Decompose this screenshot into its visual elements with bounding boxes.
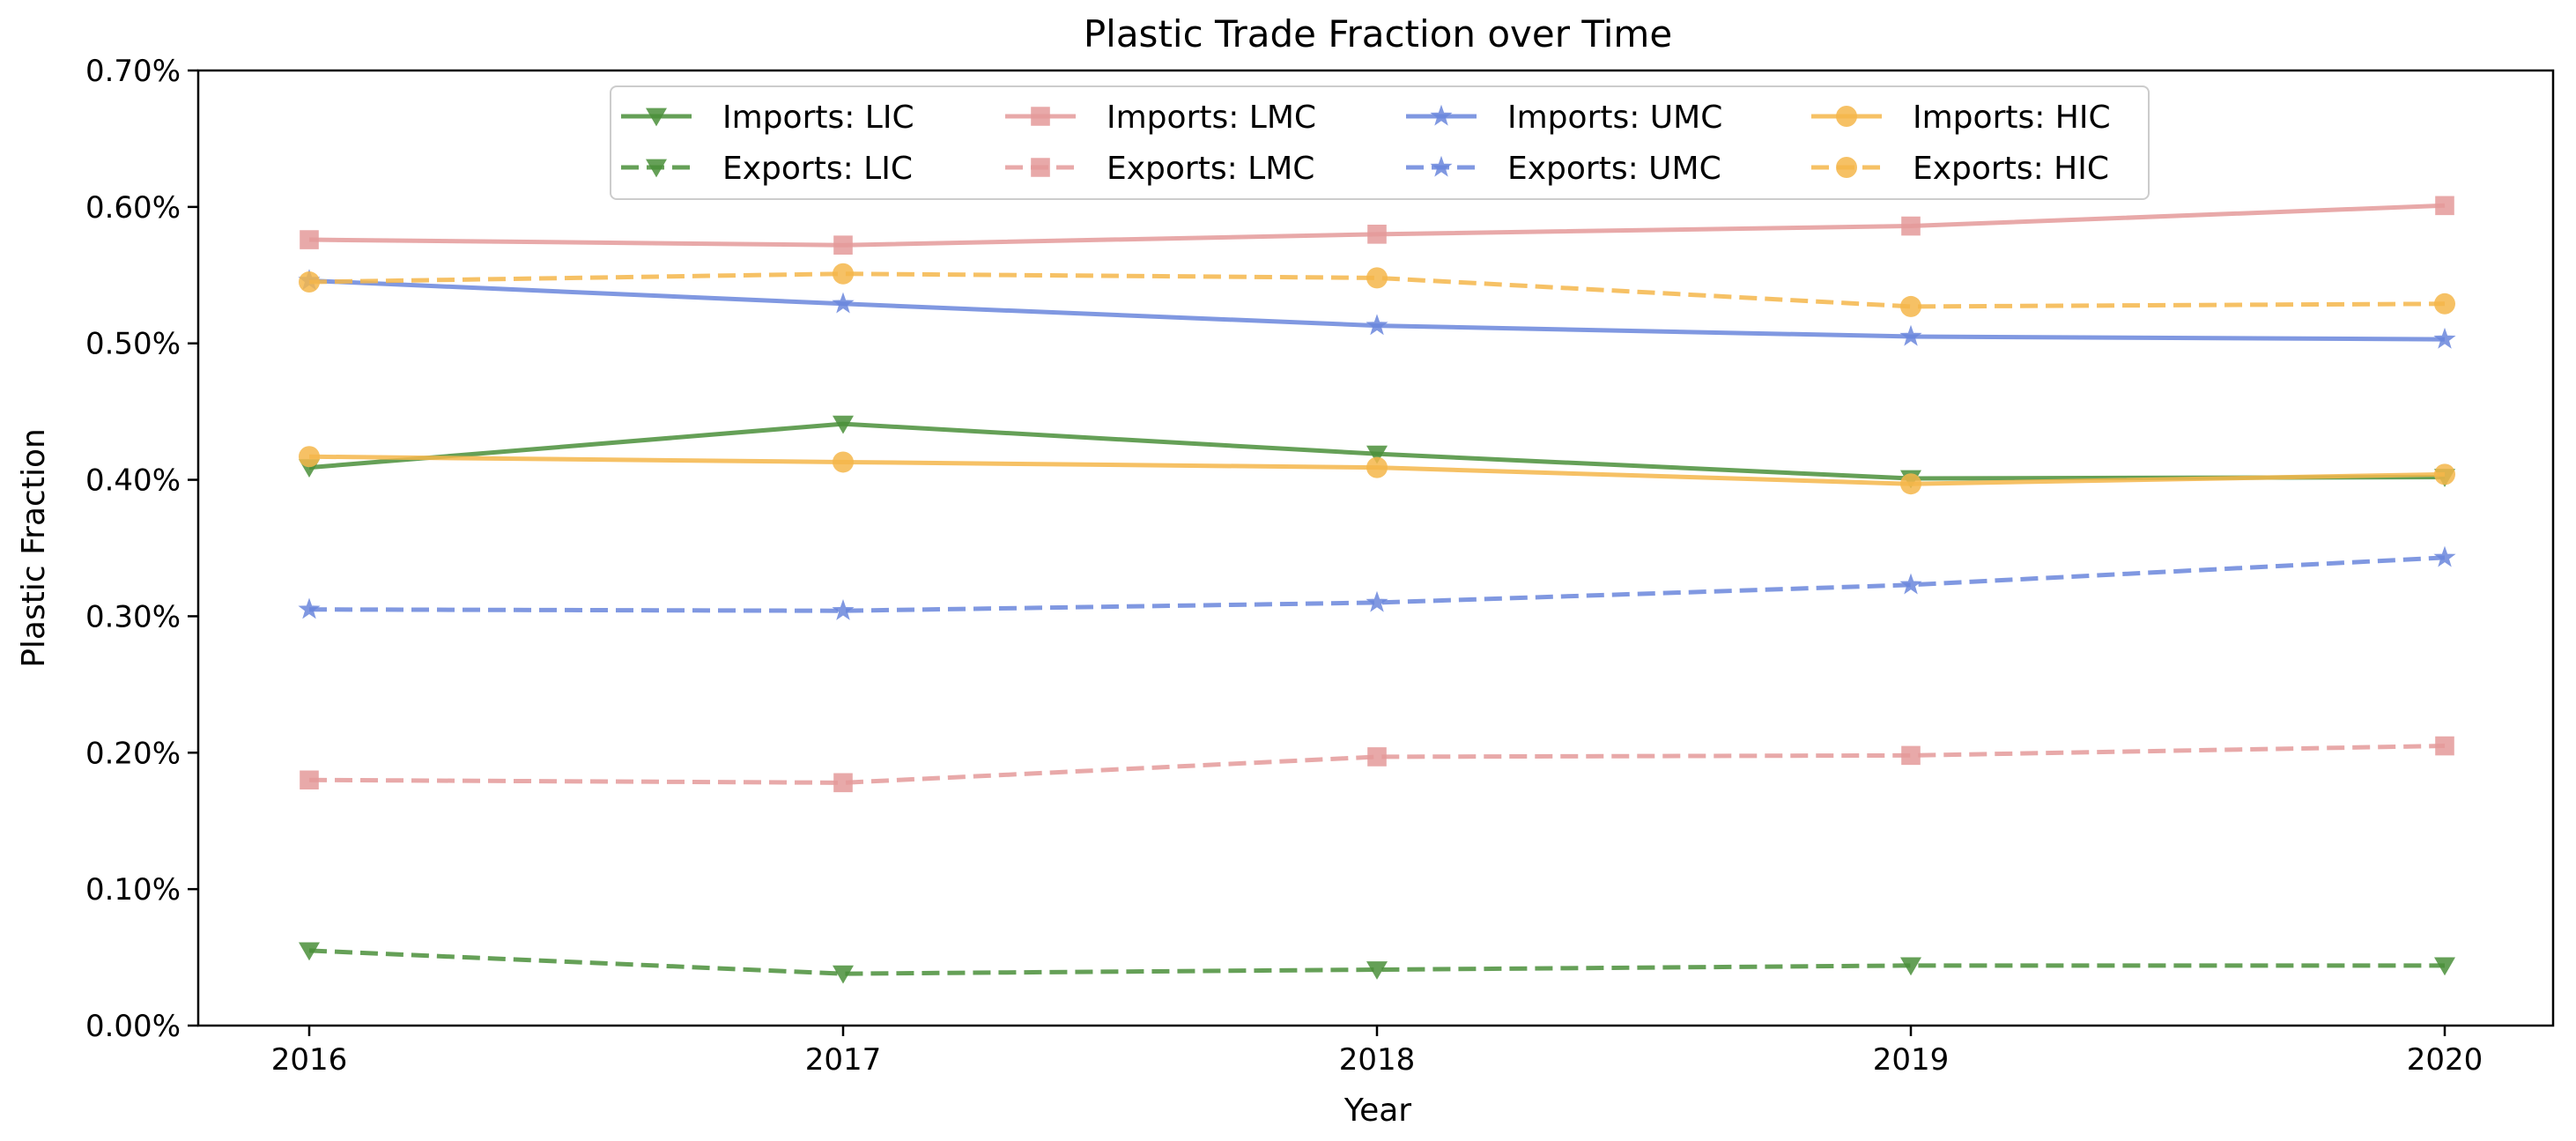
data-point-imports-umc-2020: [2433, 327, 2456, 349]
y-tick-label: 0.00%: [85, 1009, 181, 1044]
x-tick-label: 2020: [2407, 1042, 2483, 1078]
legend-marker-exports-hic: [1836, 157, 1857, 178]
data-point-exports-umc-2020: [2433, 545, 2456, 567]
data-point-exports-lmc-2020: [2435, 736, 2454, 756]
legend-marker-exports-lmc: [1031, 158, 1050, 177]
data-point-exports-lic-2017: [833, 965, 854, 984]
data-point-imports-umc-2018: [1366, 314, 1388, 336]
legend-marker-imports-hic: [1836, 106, 1857, 127]
data-point-exports-lmc-2017: [833, 773, 853, 793]
data-point-imports-lic-2018: [1366, 445, 1388, 464]
series-line-exports-lic: [308, 948, 2445, 976]
legend-marker-exports-umc: [1430, 155, 1453, 177]
data-point-exports-lic-2016: [299, 942, 320, 961]
legend-label-imports-hic: Imports: HIC: [1913, 100, 2111, 136]
series-line-exports-lmc: [308, 744, 2446, 785]
x-tick-label: 2016: [271, 1042, 348, 1078]
legend-label-imports-lmc: Imports: LMC: [1107, 100, 1316, 136]
legend-label-exports-umc: Exports: UMC: [1507, 151, 1721, 187]
data-point-exports-hic-2017: [833, 263, 854, 285]
x-axis-title: Year: [1344, 1093, 1411, 1129]
data-point-imports-lmc-2020: [2435, 196, 2454, 216]
series-line-exports-umc: [308, 555, 2446, 613]
y-tick-label: 0.10%: [85, 872, 181, 908]
plot-frame: [196, 69, 2555, 1027]
data-point-exports-lmc-2019: [1901, 745, 1921, 766]
series-line-exports-hic: [308, 271, 2446, 309]
x-tick-label: 2019: [1873, 1042, 1950, 1078]
y-tick-label: 0.30%: [85, 599, 181, 634]
data-point-imports-umc-2019: [1899, 324, 1922, 346]
legend-box: [610, 85, 2150, 200]
y-tick-label: 0.50%: [85, 327, 181, 362]
data-point-exports-hic-2019: [1900, 295, 1921, 317]
data-point-exports-hic-2018: [1366, 267, 1388, 289]
data-point-imports-lmc-2018: [1367, 225, 1387, 244]
y-tick-label: 0.40%: [85, 463, 181, 499]
legend-label-exports-lmc: Exports: LMC: [1107, 151, 1314, 187]
legend-marker-exports-lic: [646, 159, 667, 178]
legend-marker-imports-umc: [1430, 104, 1453, 126]
data-point-imports-hic-2017: [833, 451, 854, 473]
legend-label-imports-lic: Imports: LIC: [722, 100, 914, 136]
legend-marker-imports-lic: [646, 107, 667, 127]
data-point-imports-hic-2016: [299, 446, 320, 468]
data-point-imports-hic-2018: [1366, 456, 1388, 478]
data-point-imports-lmc-2017: [833, 235, 853, 256]
legend-marker-imports-lmc: [1031, 107, 1050, 126]
y-axis-title: Plastic Fraction: [16, 428, 52, 668]
data-point-exports-lic-2019: [1900, 957, 1921, 976]
y-tick-label: 0.60%: [85, 190, 181, 226]
x-tick-label: 2018: [1339, 1042, 1416, 1078]
y-tick-label: 0.20%: [85, 736, 181, 771]
data-point-imports-hic-2020: [2434, 463, 2455, 485]
data-point-exports-lmc-2016: [300, 770, 319, 790]
data-point-imports-lic-2017: [833, 415, 854, 434]
legend-label-imports-umc: Imports: UMC: [1507, 100, 1722, 136]
chart-title: Plastic Trade Fraction over Time: [1084, 12, 1672, 56]
x-tick-label: 2017: [805, 1042, 882, 1078]
y-tick-label: 0.70%: [85, 54, 181, 89]
data-point-exports-hic-2016: [299, 271, 320, 293]
data-point-exports-umc-2018: [1366, 590, 1388, 612]
data-point-imports-lmc-2019: [1901, 216, 1921, 236]
data-point-exports-lic-2018: [1366, 961, 1388, 980]
legend-label-exports-lic: Exports: LIC: [722, 151, 913, 187]
data-point-exports-umc-2016: [298, 597, 321, 619]
data-point-exports-lmc-2018: [1367, 747, 1387, 767]
data-point-exports-lic-2020: [2434, 957, 2455, 976]
legend: Imports: LIC Exports: LIC Imports: LMC Expo…: [610, 85, 2150, 200]
data-point-imports-umc-2017: [832, 292, 855, 314]
data-point-exports-umc-2019: [1899, 573, 1922, 595]
data-point-exports-hic-2020: [2434, 293, 2455, 315]
data-point-exports-umc-2017: [832, 599, 855, 620]
data-point-imports-lmc-2016: [300, 230, 319, 249]
plot-area: 0.00% 0.10% 0.20% 0.30% 0.40% 0.50% 0.60% 0.70%…: [85, 54, 2555, 1078]
legend-label-exports-hic: Exports: HIC: [1913, 151, 2109, 187]
data-point-imports-hic-2019: [1900, 473, 1921, 495]
